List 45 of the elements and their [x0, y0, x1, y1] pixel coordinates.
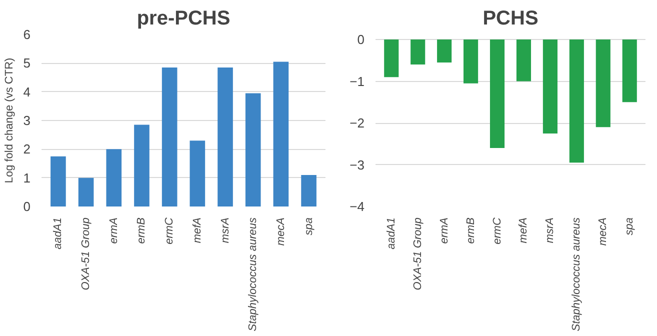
- x-tick-label: spa: [302, 217, 315, 236]
- x-tick-label: Staphylococcus aureus: [247, 217, 260, 332]
- y-axis-title: Log fold change (vs CTR): [3, 58, 16, 184]
- x-tick-label: OXA-51 Group: [80, 217, 92, 290]
- x-tick-label: Staphylococcus aureus: [570, 217, 583, 332]
- y-tick-label: −3: [350, 157, 365, 172]
- x-tick-label: spa: [624, 217, 636, 236]
- bar: [273, 62, 289, 206]
- bar: [50, 156, 66, 206]
- x-tick-label: aadA1: [52, 217, 64, 250]
- y-tick-label: 6: [23, 27, 31, 42]
- y-tick-label: −2: [350, 116, 365, 131]
- y-tick-label: 0: [23, 199, 31, 214]
- x-tick-label: mefA: [191, 217, 204, 244]
- x-tick-label: aadA1: [385, 217, 398, 250]
- x-tick-label: mefA: [518, 217, 530, 244]
- x-tick-label: msrA: [219, 217, 232, 244]
- bar: [134, 124, 150, 206]
- x-tick-label: ermC: [491, 217, 504, 244]
- chart-title: PCHS: [482, 8, 538, 30]
- bar: [190, 140, 206, 206]
- bar: [106, 149, 122, 206]
- x-tick-label: ermB: [464, 218, 477, 244]
- y-tick-label: 4: [23, 84, 31, 100]
- bar: [245, 93, 261, 206]
- x-tick-label: mecA: [597, 217, 610, 246]
- y-tick-label: −1: [350, 74, 365, 89]
- y-tick-label: 3: [23, 113, 31, 128]
- chart-title: pre-PCHS: [136, 8, 230, 30]
- x-tick-label: ermA: [108, 218, 120, 244]
- x-tick-label: ermC: [164, 217, 176, 244]
- y-tick-label: 1: [23, 170, 31, 186]
- y-tick-label: −4: [350, 199, 365, 214]
- x-tick-label: OXA-51 Group: [412, 217, 424, 290]
- x-tick-label: mecA: [274, 217, 287, 246]
- y-tick-label: 2: [23, 142, 31, 157]
- bar: [301, 174, 316, 206]
- y-tick-label: 0: [357, 32, 365, 48]
- x-tick-label: ermA: [438, 218, 450, 244]
- bar: [78, 178, 94, 206]
- bar: [162, 67, 178, 206]
- y-tick-label: 5: [23, 56, 31, 71]
- x-tick-label: ermB: [136, 218, 148, 244]
- x-tick-label: msrA: [544, 217, 556, 244]
- bar: [218, 67, 233, 206]
